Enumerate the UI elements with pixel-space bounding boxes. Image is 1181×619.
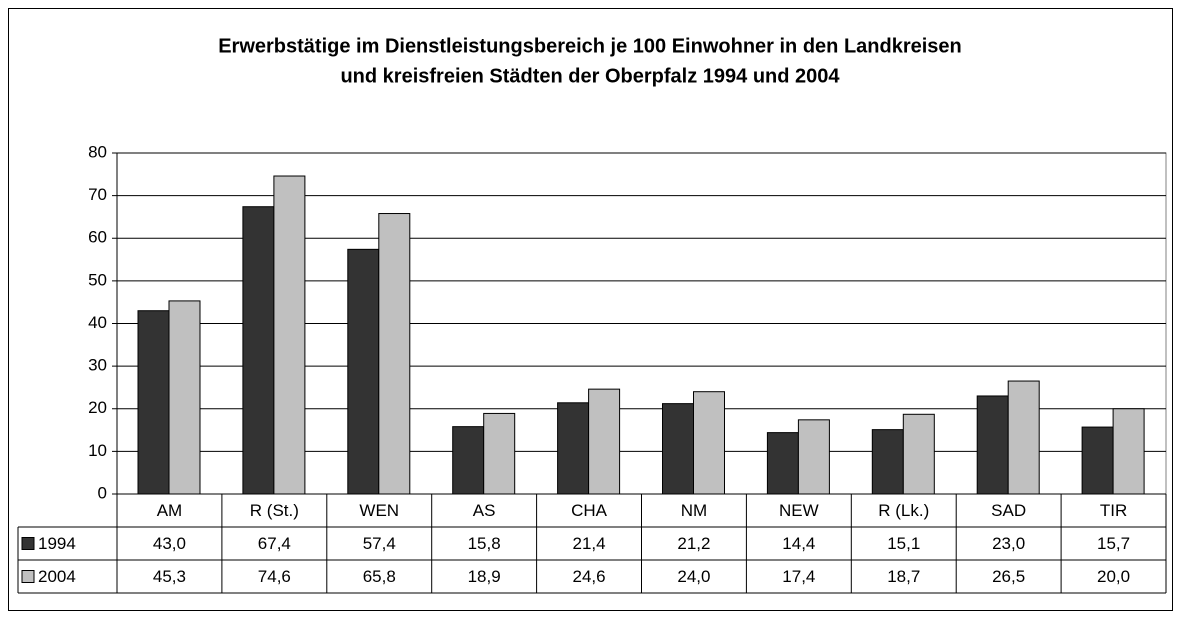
- data-label: 45,3: [153, 567, 186, 586]
- y-tick-label: 0: [98, 483, 107, 502]
- bar: [557, 402, 590, 495]
- data-label: 67,4: [258, 534, 291, 553]
- data-label: 21,4: [573, 534, 606, 553]
- chart-title: und kreisfreien Städten der Oberpfalz 19…: [340, 65, 840, 87]
- bar: [1112, 408, 1145, 495]
- bar: [871, 429, 904, 495]
- bar: [273, 175, 306, 495]
- data-label: 26,5: [992, 567, 1025, 586]
- data-label: 65,8: [363, 567, 396, 586]
- x-tick-label: SAD: [991, 501, 1026, 520]
- bar: [976, 395, 1009, 495]
- data-label: 43,0: [153, 534, 186, 553]
- bar: [1007, 380, 1040, 495]
- bar: [766, 432, 799, 495]
- y-tick-label: 40: [88, 313, 107, 332]
- y-tick-label: 20: [88, 398, 107, 417]
- x-tick-label: R (Lk.): [878, 501, 929, 520]
- x-tick-label: TIR: [1100, 501, 1127, 520]
- x-tick-label: CHA: [571, 501, 608, 520]
- bar: [902, 413, 935, 495]
- bar: [347, 248, 380, 495]
- legend-swatch: [21, 570, 35, 583]
- x-tick-label: NM: [681, 501, 707, 520]
- bar: [693, 391, 725, 495]
- data-label: 57,4: [363, 534, 396, 553]
- data-label: 24,6: [573, 567, 606, 586]
- x-tick-label: WEN: [359, 501, 399, 520]
- bar: [588, 388, 621, 495]
- x-tick-label: AS: [473, 501, 496, 520]
- bar: [242, 206, 275, 495]
- data-label: 15,7: [1097, 534, 1130, 553]
- bar: [168, 300, 201, 495]
- legend-label: 1994: [38, 534, 76, 553]
- data-label: 15,8: [468, 534, 501, 553]
- data-label: 21,2: [677, 534, 710, 553]
- y-tick-label: 10: [88, 441, 107, 460]
- x-tick-label: AM: [157, 501, 183, 520]
- legend-swatch: [21, 537, 35, 550]
- data-label: 23,0: [992, 534, 1025, 553]
- y-tick-label: 50: [88, 270, 107, 289]
- data-label: 74,6: [258, 567, 291, 586]
- y-tick-label: 60: [88, 228, 107, 247]
- bar: [1081, 426, 1114, 495]
- bar: [797, 419, 830, 495]
- chart-title: Erwerbstätige im Dienstleistungsbereich …: [218, 35, 962, 57]
- bar: [452, 426, 485, 495]
- data-label: 20,0: [1097, 567, 1130, 586]
- data-label: 24,0: [677, 567, 710, 586]
- y-tick-label: 70: [88, 185, 107, 204]
- y-tick-label: 30: [88, 356, 107, 375]
- bar: [662, 403, 694, 495]
- x-tick-label: NEW: [779, 501, 819, 520]
- bar: [483, 412, 516, 495]
- x-tick-label: R (St.): [250, 501, 299, 520]
- bar: [137, 310, 170, 495]
- bar: [378, 213, 411, 495]
- data-label: 18,9: [468, 567, 501, 586]
- data-label: 17,4: [782, 567, 815, 586]
- legend-label: 2004: [38, 567, 76, 586]
- data-label: 14,4: [782, 534, 815, 553]
- data-label: 15,1: [887, 534, 920, 553]
- y-tick-label: 80: [88, 142, 107, 161]
- data-label: 18,7: [887, 567, 920, 586]
